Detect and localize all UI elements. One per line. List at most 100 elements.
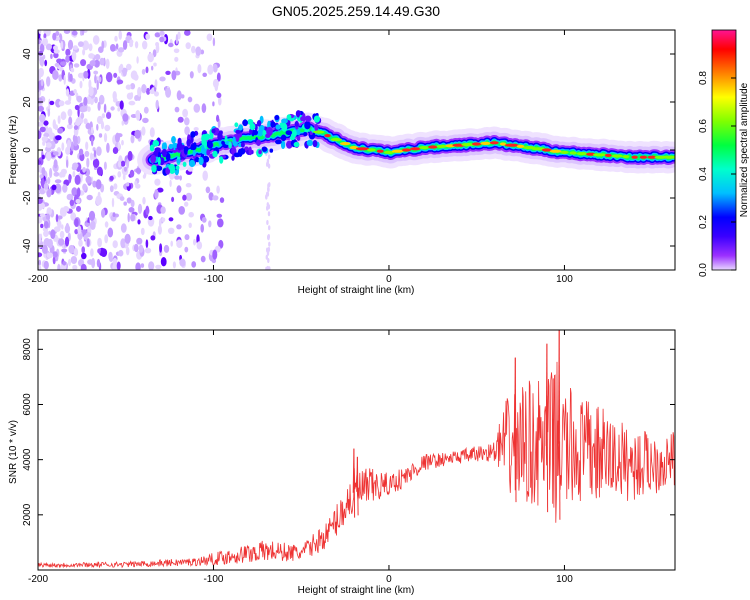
noise-blob [70, 212, 77, 221]
y-tick-label: 20 [22, 96, 33, 108]
noise-blob [78, 239, 83, 247]
noise-blob [113, 183, 118, 190]
noise-blob [53, 52, 59, 59]
noise-blob [267, 204, 271, 210]
noise-blob [42, 54, 46, 60]
noise-blob [94, 96, 98, 104]
noise-blob [160, 206, 166, 214]
ridge-core [313, 130, 325, 134]
noise-blob [83, 96, 88, 106]
noise-blob [179, 175, 183, 181]
noise-blob [126, 63, 132, 71]
noise-blob [134, 41, 139, 49]
ridge-core [631, 155, 638, 159]
noise-blob [155, 42, 160, 47]
ridge-blob [149, 144, 155, 152]
ridge-core [383, 150, 395, 154]
ridge-blob [218, 130, 223, 135]
noise-blob [268, 225, 271, 231]
noise-blob [82, 167, 86, 173]
noise-blob [90, 248, 94, 257]
noise-blob [142, 117, 149, 124]
noise-blob [140, 263, 145, 268]
noise-blob [149, 89, 156, 95]
noise-blob [82, 183, 87, 192]
noise-blob [196, 241, 203, 250]
noise-blob [76, 187, 81, 198]
noise-blob [74, 229, 79, 235]
noise-blob [38, 30, 42, 35]
noise-blob [93, 59, 100, 68]
snr-ylabel: SNR (10 * v/v) [8, 420, 19, 484]
ridge-blob [176, 142, 183, 151]
noise-blob [69, 73, 73, 82]
ridge-core [549, 149, 562, 153]
noise-blob [212, 37, 216, 47]
noise-blob [187, 96, 193, 103]
noise-blob [134, 243, 139, 253]
noise-blob [57, 127, 64, 134]
noise-blob [118, 249, 124, 257]
noise-blob [142, 196, 146, 205]
ridge-blob [292, 129, 297, 138]
ridge-blob [306, 139, 314, 147]
ridge-core [531, 147, 545, 151]
snr-xlabel: Height of straight line (km) [298, 585, 415, 596]
noise-blob [130, 199, 135, 208]
ridge-blob [195, 156, 200, 163]
noise-blob [119, 100, 124, 110]
noise-blob [177, 116, 184, 123]
ridge-blob [176, 158, 181, 164]
ridge-core [410, 147, 421, 151]
noise-blob [88, 86, 94, 97]
y-tick-label: 2000 [22, 503, 33, 526]
snr-peak [558, 330, 561, 520]
noise-blob [115, 132, 120, 143]
noise-blob [76, 205, 81, 212]
noise-blob [92, 158, 100, 168]
noise-blob [145, 66, 149, 74]
noise-blob [72, 264, 78, 270]
noise-blob [96, 166, 103, 176]
ridge-core [504, 143, 519, 147]
noise-blob [120, 160, 126, 167]
noise-blob [266, 220, 269, 225]
noise-blob [74, 218, 79, 228]
noise-blob [49, 140, 56, 150]
ridge-blob [239, 148, 246, 155]
noise-blob [47, 177, 51, 185]
noise-blob [65, 222, 70, 234]
noise-blob [176, 185, 182, 194]
noise-blob [116, 261, 121, 270]
noise-blob [95, 179, 102, 190]
ridge-core [569, 151, 577, 155]
ridge-blob [235, 129, 241, 134]
noise-blob [81, 246, 85, 254]
noise-blob [39, 126, 46, 133]
noise-blob [86, 157, 90, 168]
noise-blob [54, 183, 62, 194]
snr-peak [356, 456, 359, 516]
noise-blob [53, 45, 58, 51]
spectrogram-ylabel: Frequency (Hz) [8, 116, 19, 185]
ridge-blob [265, 133, 271, 138]
noise-blob [73, 89, 77, 94]
noise-blob [85, 141, 89, 151]
noise-blob [71, 50, 77, 62]
noise-blob [154, 189, 159, 199]
noise-blob [50, 53, 53, 60]
ridge-core [339, 142, 351, 146]
ridge-blob [242, 119, 249, 127]
noise-blob [90, 152, 93, 161]
noise-blob [52, 251, 58, 258]
colorbar-tick-label: 0.0 [698, 263, 709, 277]
spectrogram-noise [38, 30, 271, 270]
noise-blob [38, 50, 44, 57]
noise-blob [206, 33, 213, 42]
noise-blob [146, 87, 151, 95]
noise-blob [96, 258, 101, 268]
noise-blob [188, 222, 192, 228]
noise-blob [117, 141, 121, 150]
noise-blob [184, 234, 190, 241]
noise-blob [182, 194, 187, 201]
